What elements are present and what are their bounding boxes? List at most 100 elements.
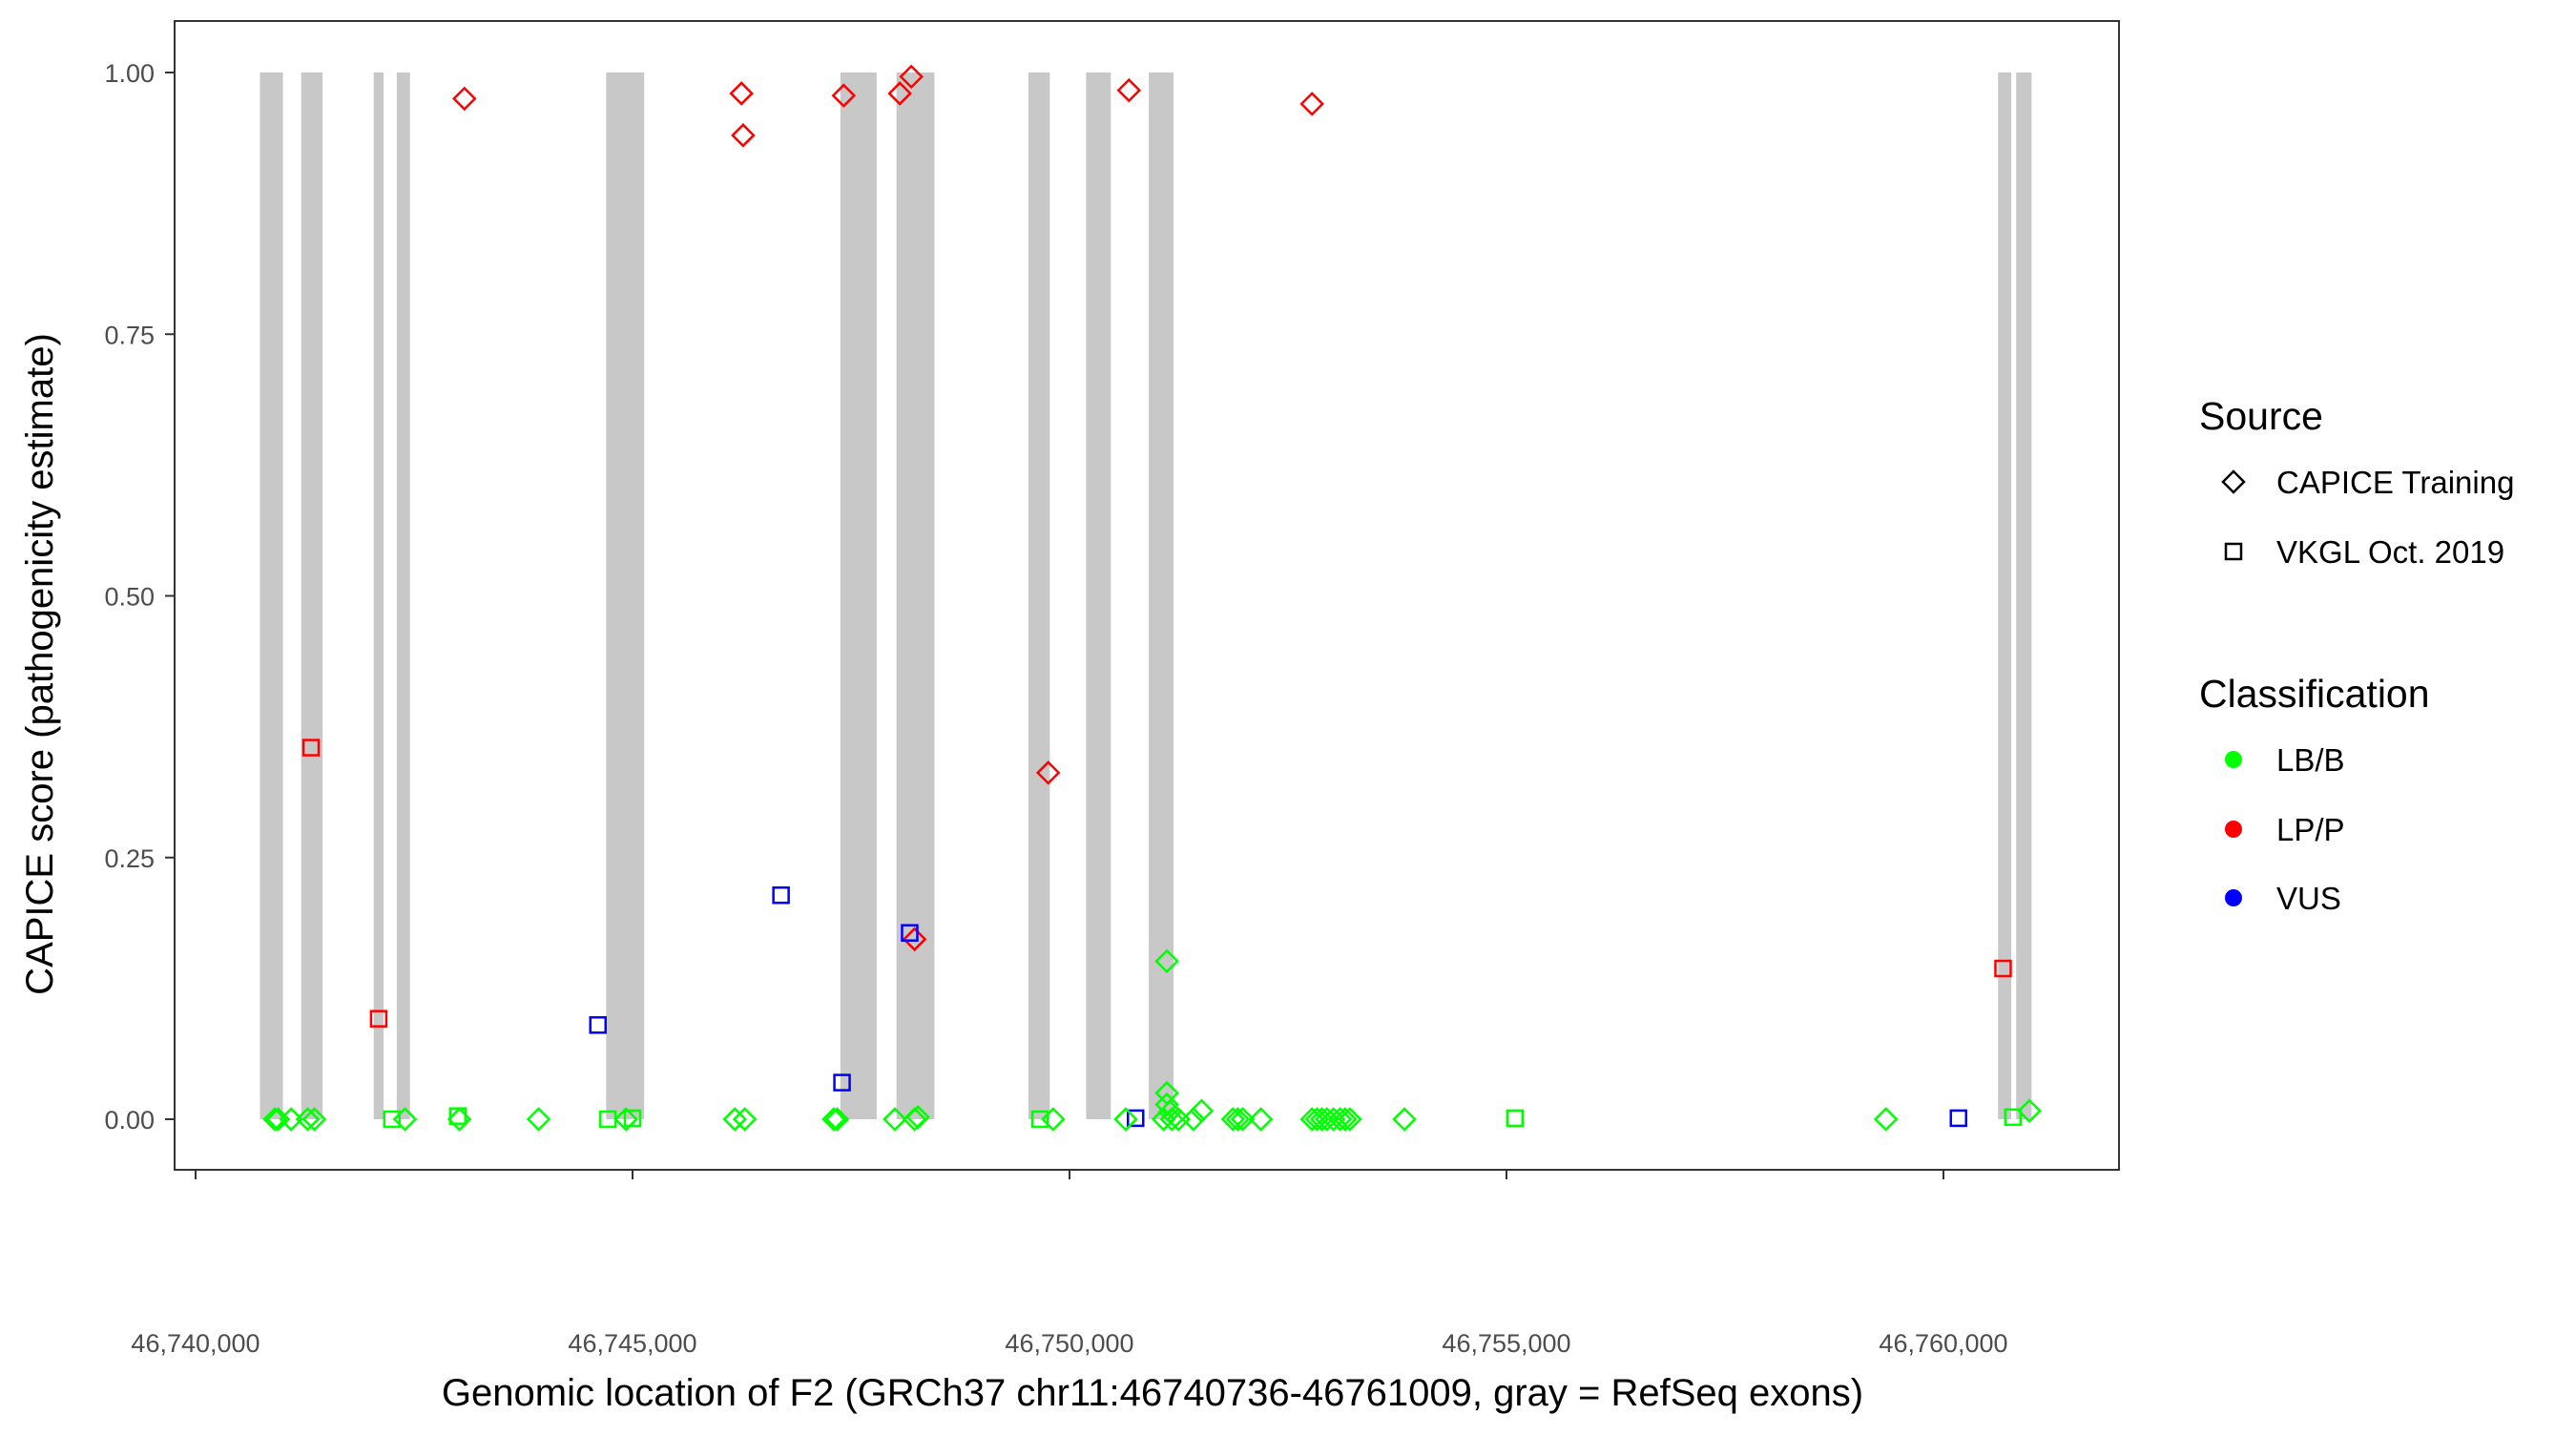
data-point-diamond xyxy=(301,1107,327,1132)
exon-band xyxy=(1086,73,1111,1119)
data-point-diamond xyxy=(1392,1107,1417,1132)
data-point-diamond xyxy=(1189,1098,1215,1123)
data-point-diamond xyxy=(447,1107,472,1132)
x-tick-label: 46,740,000 xyxy=(131,1329,260,1358)
data-point-diamond xyxy=(2017,1098,2042,1123)
data-point-diamond xyxy=(1338,1107,1362,1132)
legend-label-lbb: LB/B xyxy=(2276,742,2345,778)
legend-title-source: Source xyxy=(2199,394,2323,438)
data-point-square xyxy=(1030,1110,1049,1129)
legend-title-classification: Classification xyxy=(2199,672,2430,716)
exon-band xyxy=(606,73,645,1119)
exon-band xyxy=(260,73,283,1119)
data-point-diamond xyxy=(1041,1107,1066,1132)
data-point-diamond xyxy=(1320,1107,1346,1132)
data-point-diamond xyxy=(732,1107,758,1132)
y-tick-label: 0.25 xyxy=(104,844,155,873)
data-point-diamond xyxy=(731,123,756,148)
exon-band xyxy=(373,73,384,1119)
exon-band xyxy=(2016,73,2032,1119)
data-point-square xyxy=(369,1009,388,1028)
legend-dot-lpp xyxy=(2225,821,2242,838)
exon-band xyxy=(1998,73,2012,1119)
legend-dot-vus xyxy=(2225,889,2242,906)
exon-band xyxy=(396,73,410,1119)
data-point-diamond xyxy=(295,1107,321,1132)
exon-bands xyxy=(260,73,2032,1119)
exon-band xyxy=(840,73,877,1119)
y-tick-label: 0.00 xyxy=(104,1106,155,1134)
data-point-diamond xyxy=(1116,77,1142,103)
data-point-diamond xyxy=(1304,1107,1330,1132)
data-point-square xyxy=(1506,1109,1525,1128)
legend: Source Classification CAPICE Training VK… xyxy=(2199,394,2514,916)
x-tick-label: 46,755,000 xyxy=(1442,1329,1570,1358)
data-point-diamond xyxy=(262,1107,287,1132)
y-axis-title: CAPICE score (pathogenicity estimate) xyxy=(19,333,61,995)
data-point-diamond xyxy=(1299,92,1324,116)
data-point-diamond xyxy=(1220,1107,1246,1132)
x-axis-title: Genomic location of F2 (GRCh37 chr11:467… xyxy=(442,1372,1863,1414)
data-point-square xyxy=(1994,959,2012,978)
data-point-square xyxy=(598,1110,617,1129)
legend-label-vus: VUS xyxy=(2276,881,2341,916)
data-point-square xyxy=(623,1109,642,1128)
data-point-square xyxy=(448,1107,467,1125)
data-point-square xyxy=(901,924,919,942)
data-point-diamond xyxy=(722,1107,747,1132)
exon-band xyxy=(301,73,323,1119)
plot-panel-border xyxy=(174,20,2120,1171)
data-point-diamond xyxy=(1309,1107,1335,1132)
data-point-square xyxy=(383,1110,401,1129)
x-tick-label: 46,745,000 xyxy=(568,1329,696,1358)
data-point-square xyxy=(1949,1109,1968,1128)
legend-dot-lbb xyxy=(2225,751,2242,768)
data-point-diamond xyxy=(902,926,927,952)
data-point-diamond xyxy=(392,1107,418,1132)
data-point-diamond xyxy=(1154,1092,1179,1117)
data-point-diamond xyxy=(1327,1107,1353,1132)
data-point-square xyxy=(2004,1108,2023,1127)
data-point-diamond xyxy=(824,1107,850,1132)
data-point-diamond xyxy=(279,1107,303,1132)
y-tick-label: 1.00 xyxy=(104,59,155,88)
legend-square-icon xyxy=(2224,542,2243,561)
data-point-diamond xyxy=(1181,1107,1206,1132)
exon-band xyxy=(1149,73,1174,1119)
legend-label-capice: CAPICE Training xyxy=(2276,465,2514,500)
exon-band xyxy=(1028,73,1050,1119)
data-point-diamond xyxy=(831,83,857,108)
exon-band xyxy=(896,73,935,1119)
x-tick-label: 46,750,000 xyxy=(1005,1329,1133,1358)
legend-label-vkgl: VKGL Oct. 2019 xyxy=(2276,534,2504,570)
y-tick-label: 0.75 xyxy=(104,321,155,349)
data-point-diamond xyxy=(899,64,924,90)
data-point-diamond xyxy=(1154,948,1179,974)
data-point-diamond xyxy=(1873,1107,1899,1132)
data-points xyxy=(262,64,2042,1132)
data-point-diamond xyxy=(451,86,477,112)
legend-diamond-icon xyxy=(2221,469,2246,494)
data-point-diamond xyxy=(1333,1107,1358,1132)
data-point-diamond xyxy=(1230,1107,1256,1132)
data-point-square xyxy=(772,885,790,905)
data-point-diamond xyxy=(526,1107,551,1132)
data-point-diamond xyxy=(887,81,912,106)
data-point-diamond xyxy=(1157,1099,1183,1125)
data-point-square xyxy=(1126,1109,1145,1128)
y-tick-label: 0.50 xyxy=(104,583,155,612)
data-point-square xyxy=(589,1016,607,1034)
y-axis: 0.00 0.25 0.50 0.75 1.00 xyxy=(104,59,175,1134)
data-point-diamond xyxy=(1225,1107,1251,1132)
data-point-square xyxy=(833,1073,851,1092)
x-tick-label: 46,760,000 xyxy=(1879,1329,2007,1358)
x-axis: 46,740,000 46,745,000 46,750,000 46,755,000… xyxy=(131,1170,2008,1358)
data-point-diamond xyxy=(821,1107,846,1132)
data-point-diamond xyxy=(883,1107,907,1132)
data-point-diamond xyxy=(905,1105,930,1130)
data-point-square xyxy=(301,739,321,757)
legend-label-lpp: LP/P xyxy=(2276,812,2345,847)
data-point-diamond xyxy=(1113,1107,1138,1132)
data-point-diamond xyxy=(1248,1107,1274,1132)
